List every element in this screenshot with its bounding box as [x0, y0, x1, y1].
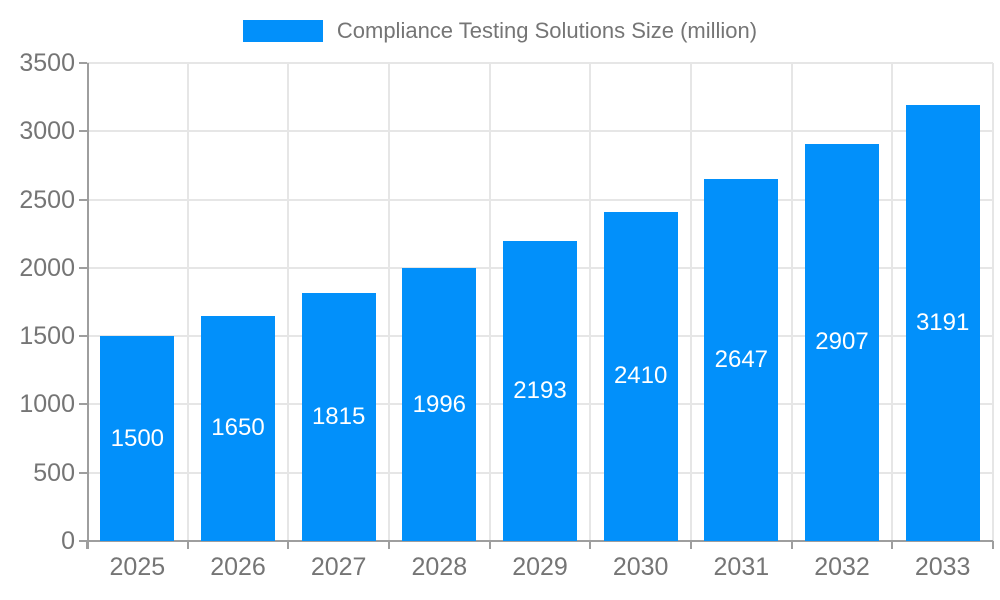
x-axis-tick-label: 2033: [914, 553, 971, 581]
x-axis-tick: [186, 541, 189, 549]
y-axis-tick-label: 0: [61, 527, 75, 555]
gridline-vertical: [992, 63, 994, 541]
x-axis-tick-label: 2026: [210, 553, 266, 581]
y-axis-tick: [79, 130, 87, 133]
y-axis-tick: [79, 335, 87, 338]
y-axis-tick-label: 1500: [19, 322, 75, 351]
x-axis-tick: [790, 541, 793, 549]
y-axis-tick: [79, 403, 87, 406]
x-axis-tick: [992, 541, 994, 549]
gridline-vertical: [488, 63, 491, 541]
gridline-vertical: [790, 63, 793, 541]
bar-value-label: 1650: [211, 414, 265, 442]
y-axis-line: [87, 63, 89, 549]
gridline-horizontal: [87, 198, 993, 201]
x-axis-tick: [690, 541, 692, 549]
gridline-vertical: [589, 63, 592, 541]
bar-2029: [503, 241, 577, 541]
bar-value-label: 1500: [110, 424, 165, 452]
x-axis-tick-label: 2029: [512, 553, 568, 581]
gridline-vertical: [690, 63, 692, 541]
bar-value-label: 2647: [714, 346, 769, 374]
y-axis-tick-label: 2500: [19, 185, 75, 214]
x-axis-tick-label: 2031: [713, 553, 770, 581]
bar-2026: [201, 315, 275, 541]
x-axis-tick: [589, 541, 592, 549]
x-axis-tick-label: 2032: [814, 553, 870, 581]
gridline-vertical: [891, 63, 894, 541]
x-axis-tick: [488, 541, 491, 549]
x-axis-tick-label: 2027: [310, 553, 367, 581]
x-axis-tick: [287, 541, 290, 549]
bar-value-label: 2410: [613, 362, 668, 390]
bar-2025: [100, 336, 175, 541]
gridline-vertical: [186, 63, 189, 541]
y-axis-tick: [79, 198, 87, 201]
gridline-horizontal: [87, 62, 993, 64]
x-axis-tick: [388, 541, 390, 549]
bar-value-label: 1996: [412, 390, 467, 418]
legend-swatch: [242, 20, 323, 42]
bar-2027: [301, 293, 376, 541]
x-axis-tick: [891, 541, 894, 549]
y-axis-tick: [79, 62, 87, 64]
bar-2031: [704, 179, 779, 541]
legend-label: Compliance Testing Solutions Size (milli…: [336, 18, 758, 43]
bar-value-label: 1815: [311, 403, 366, 431]
y-axis-tick: [79, 266, 87, 269]
y-axis-tick-label: 2000: [19, 253, 75, 282]
y-axis-tick-label: 3000: [19, 117, 75, 146]
y-axis-tick-label: 500: [33, 458, 75, 487]
x-axis-tick-label: 2030: [612, 553, 669, 581]
x-axis-line: [79, 540, 993, 542]
legend[interactable]: Compliance Testing Solutions Size (milli…: [0, 14, 1000, 48]
y-axis-tick-label: 1000: [19, 390, 75, 419]
x-axis-tick-label: 2028: [411, 553, 468, 581]
bar-2030: [603, 211, 678, 541]
gridline-vertical: [287, 63, 290, 541]
bar-2033: [905, 105, 980, 541]
bar-2032: [805, 143, 879, 541]
bar-value-label: 2907: [815, 328, 869, 356]
bar-value-label: 3191: [915, 309, 970, 337]
bar-value-label: 2193: [513, 377, 567, 405]
y-axis-tick-label: 3500: [19, 49, 75, 77]
bar-2028: [402, 268, 477, 541]
y-axis-tick: [79, 471, 87, 474]
gridline-vertical: [388, 63, 390, 541]
gridline-horizontal: [87, 130, 993, 133]
x-axis-tick-label: 2025: [109, 553, 166, 581]
